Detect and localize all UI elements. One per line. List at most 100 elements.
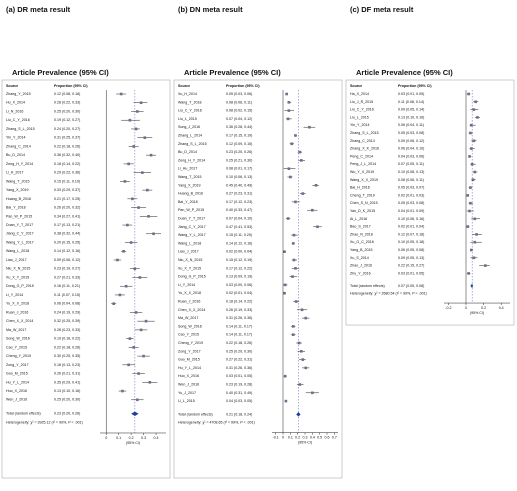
study-square — [286, 117, 290, 121]
study-square — [294, 267, 297, 270]
overall-name: Total (random effects) — [178, 412, 213, 416]
study-name: Li_H_2017 — [6, 171, 23, 175]
study-name: Wen_J_2016 — [6, 398, 27, 402]
study-name: Ma_W_2017 — [178, 316, 198, 320]
study-name: Bai_H_2016 — [350, 186, 370, 190]
study-name: Huang_B_2016 — [6, 197, 31, 201]
study-estimate: 0.15 (0.12, 0.19) — [226, 258, 252, 262]
study-name: Wang_X_X_2019 — [350, 178, 378, 182]
study-square — [469, 123, 473, 127]
study-name: Li_Y_2014 — [6, 293, 23, 297]
study-square — [298, 150, 302, 154]
study-name: Liu_C_Y_2016 — [350, 108, 374, 112]
study-square — [287, 101, 291, 104]
overall-name: Total (random effects) — [6, 412, 41, 416]
study-square — [469, 201, 472, 205]
study-name: Cheng_T_2019 — [350, 193, 375, 197]
study-estimate: 0.26 (0.21, 0.31) — [54, 372, 80, 376]
study-estimate: 0.13 (0.10, 0.16) — [398, 115, 424, 119]
study-name: Song_W_2016 — [178, 324, 202, 328]
study-name: Yu_X_X_2018 — [6, 302, 29, 306]
study-estimate: 0.02 (0.00, 0.04) — [226, 250, 252, 254]
study-estimate: 0.45 (0.40, 0.49) — [226, 183, 252, 187]
study-name: Zhang_Y_2015 — [6, 92, 31, 96]
study-estimate: 0.17 (0.15, 0.19) — [226, 133, 252, 137]
study-name: Hu_Y_L_2014 — [178, 366, 201, 370]
study-name: Dong_G_P_2015 — [6, 284, 34, 288]
study-estimate: 0.20 (0.15, 0.25) — [54, 240, 80, 244]
study-estimate: 0.24 (0.20, 0.27) — [54, 127, 80, 131]
study-name: Xu_X_Y_2015 — [178, 266, 201, 270]
study-estimate: 0.06 (0.04, 0.10) — [398, 147, 424, 151]
study-square — [476, 116, 479, 119]
study-estimate: 0.09 (0.06, 0.12) — [398, 139, 424, 143]
study-name: Chen_S_N_2015 — [350, 201, 378, 205]
x-tick-label: 0.5 — [317, 436, 322, 440]
study-estimate: 0.31 (0.26, 0.36) — [226, 316, 252, 320]
panel-title: (a) DR meta result — [6, 5, 71, 14]
study-square — [472, 256, 476, 260]
overall-diamond — [131, 411, 139, 416]
study-square — [116, 258, 119, 262]
study-square — [283, 291, 286, 295]
study-square — [136, 110, 139, 113]
study-estimate: 0.17 (0.13, 0.21) — [54, 223, 80, 227]
study-estimate: 0.08 (0.06, 0.11) — [226, 100, 252, 104]
study-name: Song_W_2016 — [6, 337, 30, 341]
study-estimate: 0.05 (0.03, 0.08) — [398, 131, 424, 135]
study-name: Liu_L_2015 — [350, 115, 369, 119]
study-estimate: 0.06 (0.04, 0.11) — [398, 123, 424, 127]
study-square — [297, 341, 301, 345]
study-name: Li_N_2016 — [6, 109, 23, 113]
study-square — [148, 381, 152, 384]
study-estimate: 0.07 (0.04, 0.12) — [226, 117, 252, 121]
study-estimate: 0.30 (0.25, 0.35) — [54, 354, 80, 358]
study-square — [472, 139, 476, 143]
x-tick-label: 0.3 — [303, 436, 308, 440]
study-square — [316, 225, 319, 229]
study-estimate: 0.03 (0.01, 0.05) — [398, 271, 424, 275]
study-estimate: 0.19 (0.12, 0.27) — [54, 118, 80, 122]
panel-frame — [1, 79, 171, 479]
x-tick-label: 0.2 — [129, 436, 134, 440]
study-estimate: 0.26 (0.19, 0.33) — [226, 308, 252, 312]
study-name: Liu_C_Y_2016 — [6, 118, 30, 122]
panel-title: (b) DN meta result — [178, 5, 243, 14]
study-name: Yang_X_2019 — [178, 183, 201, 187]
study-estimate: 0.22 (0.18, 0.26) — [54, 345, 80, 349]
study-square — [137, 372, 140, 375]
study-estimate: 0.21 (0.17, 0.25) — [54, 197, 80, 201]
source-header: Source — [350, 84, 362, 88]
study-name: Yang_X_2019 — [6, 188, 29, 192]
study-square — [468, 209, 471, 213]
x-tick-label: 0.2 — [295, 436, 300, 440]
study-estimate: 0.18 (0.14, 0.22) — [226, 299, 252, 303]
study-square — [136, 398, 139, 402]
study-estimate: 0.23 (0.19, 0.27) — [54, 267, 80, 271]
study-name: Xu_X_Y_2015 — [6, 275, 29, 279]
study-square — [119, 92, 123, 96]
x-axis-label: (95% CI) — [126, 441, 140, 445]
x-tick-label: 0.2 — [481, 306, 486, 310]
study-estimate: 0.05 (0.03, 0.07) — [398, 186, 424, 190]
study-name: Liu_L_2015 — [178, 117, 197, 121]
overall-estimate: 0.23 (0.20, 0.26) — [54, 412, 80, 416]
study-name: Yin_Y_2014 — [350, 123, 369, 127]
study-name: Huo_X_2016 — [6, 389, 27, 393]
study-estimate: 0.28 (0.23, 0.33) — [54, 328, 80, 332]
study-name: Duan_Y_T_2017 — [6, 223, 33, 227]
study-square — [126, 223, 129, 227]
study-estimate: 0.18 (0.13, 0.23) — [54, 363, 80, 367]
study-estimate: 0.10 (0.06, 0.13) — [226, 175, 252, 179]
study-estimate: 0.03 (0.01, 0.05) — [226, 374, 252, 378]
study-name: Jiang_C_Y_2017 — [6, 232, 34, 236]
study-square — [284, 399, 288, 403]
study-square — [127, 162, 130, 166]
study-square — [138, 276, 142, 279]
study-name: Pan_W_P_2015 — [6, 214, 32, 218]
study-square — [141, 171, 144, 174]
study-estimate: 0.04 (0.03, 0.06) — [398, 154, 424, 158]
overall-estimate: 0.21 (0.18, 0.24) — [226, 412, 252, 416]
study-estimate: 0.40 (0.31, 0.49) — [226, 391, 252, 395]
